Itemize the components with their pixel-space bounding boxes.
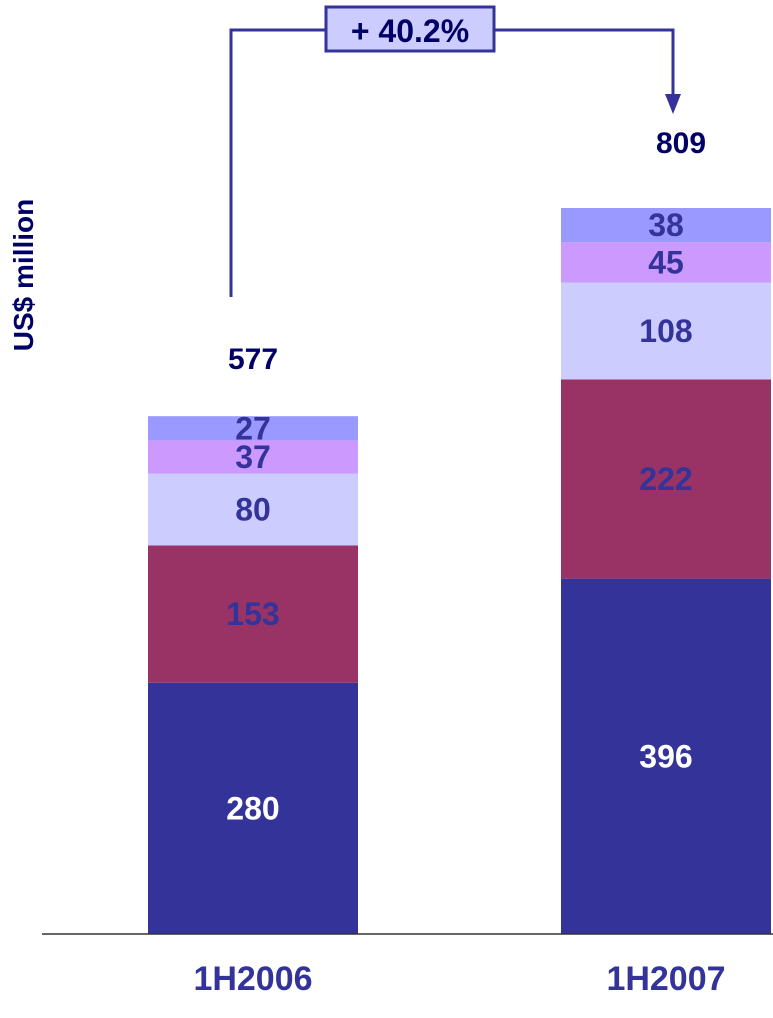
segment-value-label-1h2007-2: 222 — [639, 461, 692, 497]
segment-value-label-1h2007-1: 396 — [639, 738, 692, 774]
bar-segment-1h2006-4 — [148, 440, 358, 474]
bar-segment-1h2006-2 — [148, 545, 358, 683]
segment-value-label-1h2006-5: 27 — [235, 410, 271, 446]
bar-segment-1h2007-2 — [561, 379, 771, 579]
bars-layer — [148, 208, 771, 934]
bar-segment-1h2006-3 — [148, 473, 358, 546]
bar-segment-1h2007-1 — [561, 578, 771, 934]
growth-box — [324, 5, 496, 53]
bar-segment-1h2006-1 — [148, 682, 358, 934]
segment-value-label-1h2007-4: 45 — [648, 244, 684, 280]
growth-arrowhead — [665, 94, 681, 114]
segment-value-label-1h2007-3: 108 — [639, 313, 692, 349]
bar-segment-1h2007-5 — [561, 208, 771, 243]
category-label-1h2006: 1H2006 — [193, 960, 312, 998]
segment-value-label-1h2006-4: 37 — [235, 439, 271, 475]
category-label-1h2007: 1H2007 — [606, 960, 725, 998]
segment-value-label-1h2007-5: 38 — [648, 207, 684, 243]
segment-value-label-1h2006-3: 80 — [235, 492, 271, 528]
growth-label: + 40.2% — [351, 13, 469, 49]
y-axis-label: US$ million — [8, 199, 39, 351]
segment-value-label-1h2006-2: 153 — [226, 596, 279, 632]
segment-value-label-1h2006-1: 280 — [226, 790, 279, 826]
bar-segment-1h2007-4 — [561, 242, 771, 283]
total-label-1h2006: 577 — [228, 343, 278, 376]
bar-segment-1h2006-5 — [148, 416, 358, 441]
total-label-1h2007: 809 — [656, 127, 706, 160]
bar-segment-1h2007-3 — [561, 282, 771, 380]
